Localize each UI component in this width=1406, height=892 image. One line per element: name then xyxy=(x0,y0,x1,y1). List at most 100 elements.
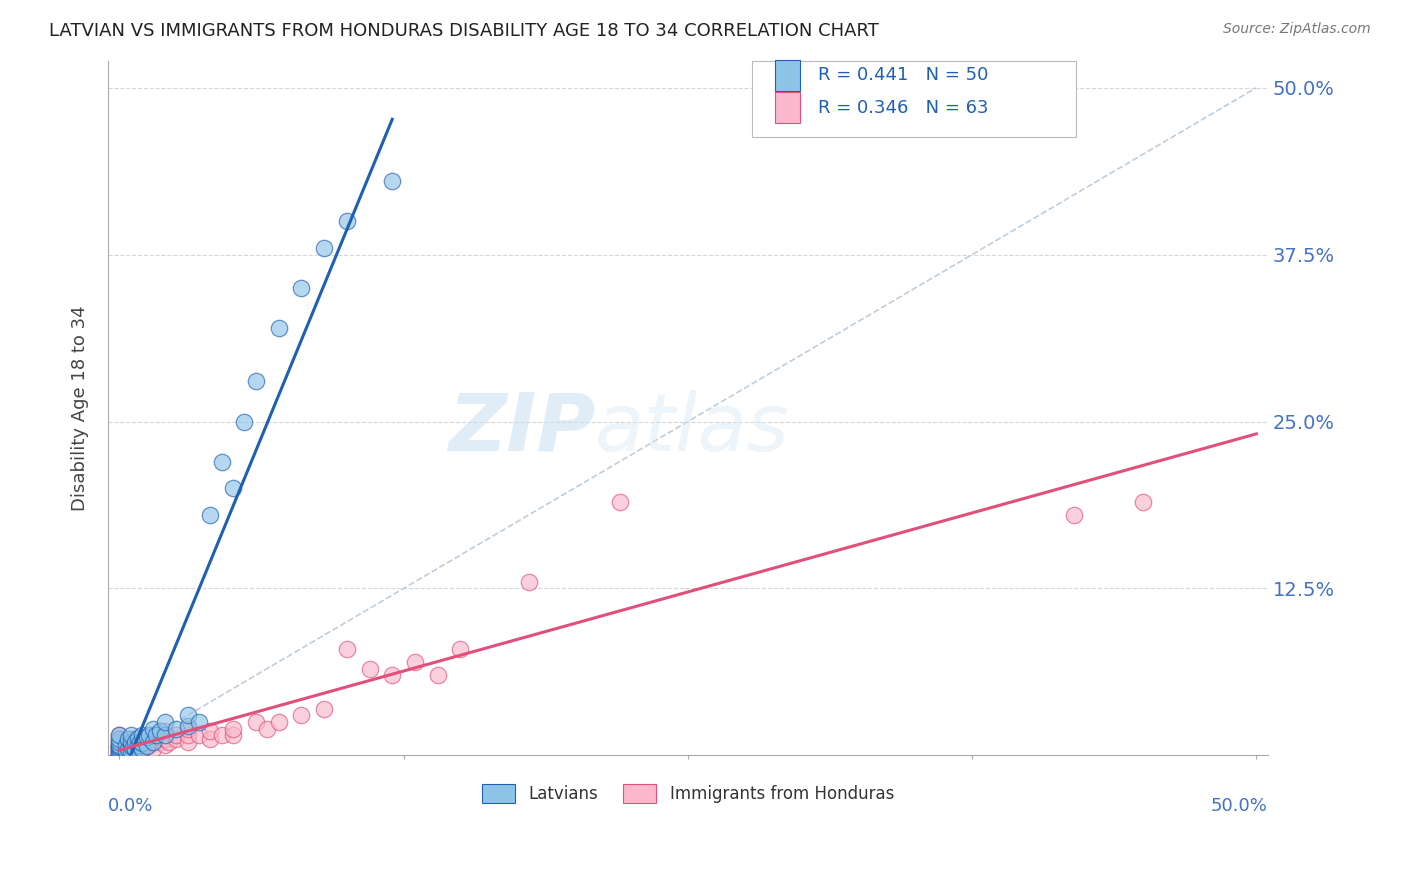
Point xyxy=(108,741,131,756)
Point xyxy=(108,728,131,742)
Point xyxy=(336,214,359,228)
Point xyxy=(381,174,404,188)
FancyBboxPatch shape xyxy=(775,92,800,123)
Point xyxy=(200,508,222,522)
Point xyxy=(141,735,163,749)
Point xyxy=(336,641,359,656)
Point xyxy=(222,728,245,742)
Point xyxy=(211,454,233,468)
Point xyxy=(149,735,172,749)
Point xyxy=(108,741,131,756)
Point xyxy=(127,735,149,749)
Point xyxy=(124,735,146,749)
Point xyxy=(131,738,153,752)
Point xyxy=(165,728,187,742)
Point xyxy=(120,735,142,749)
Text: 50.0%: 50.0% xyxy=(1211,797,1268,815)
Point xyxy=(108,732,131,747)
Point xyxy=(108,746,131,760)
Point xyxy=(131,736,153,750)
Text: R = 0.346   N = 63: R = 0.346 N = 63 xyxy=(818,99,988,117)
Point xyxy=(120,728,142,742)
Point xyxy=(122,740,145,755)
Point xyxy=(108,748,131,763)
Point xyxy=(450,641,472,656)
Point xyxy=(165,722,187,736)
Point xyxy=(135,739,157,753)
Point xyxy=(267,714,290,729)
Point xyxy=(108,728,131,742)
Point xyxy=(108,739,131,753)
Point xyxy=(131,744,153,758)
Point xyxy=(142,735,165,749)
Point xyxy=(188,714,211,729)
Point xyxy=(517,574,540,589)
Point xyxy=(115,738,138,752)
Point xyxy=(200,724,222,739)
Point xyxy=(108,740,131,755)
Point xyxy=(124,741,146,756)
Point xyxy=(142,741,165,756)
Point xyxy=(138,738,160,752)
Point xyxy=(108,735,131,749)
Point xyxy=(1132,494,1154,508)
Point xyxy=(290,281,312,295)
Point xyxy=(115,744,138,758)
Point xyxy=(131,730,153,744)
Point xyxy=(149,724,172,739)
Point xyxy=(108,738,131,752)
Point xyxy=(108,735,131,749)
Point xyxy=(122,740,145,755)
Point xyxy=(211,728,233,742)
Point xyxy=(135,730,157,744)
Point xyxy=(131,735,153,749)
Point xyxy=(1063,508,1085,522)
Point xyxy=(117,735,139,749)
Point xyxy=(142,722,165,736)
Point xyxy=(222,722,245,736)
Point xyxy=(131,740,153,755)
Point xyxy=(290,708,312,723)
FancyBboxPatch shape xyxy=(752,61,1077,137)
Point xyxy=(312,241,335,255)
Point xyxy=(142,728,165,742)
Point xyxy=(176,719,198,733)
FancyBboxPatch shape xyxy=(775,60,800,91)
Point xyxy=(115,744,138,758)
Point xyxy=(245,714,267,729)
Point xyxy=(108,748,131,763)
Point xyxy=(359,661,381,675)
Point xyxy=(381,668,404,682)
Legend: Latvians, Immigrants from Honduras: Latvians, Immigrants from Honduras xyxy=(475,777,901,810)
Point xyxy=(176,728,198,742)
Text: atlas: atlas xyxy=(595,390,790,468)
Point xyxy=(108,744,131,758)
Point xyxy=(131,741,153,756)
Point xyxy=(200,732,222,747)
Point xyxy=(233,415,256,429)
Point xyxy=(128,735,150,749)
Point xyxy=(245,375,267,389)
Point xyxy=(117,732,139,747)
Point xyxy=(108,732,131,747)
Point xyxy=(108,739,131,753)
Text: ZIP: ZIP xyxy=(447,390,595,468)
Point xyxy=(117,741,139,756)
Point xyxy=(153,732,176,747)
Point xyxy=(127,738,149,752)
Point xyxy=(176,735,198,749)
Point xyxy=(145,728,167,742)
Point xyxy=(188,728,211,742)
Point xyxy=(115,738,138,752)
Point xyxy=(131,728,153,742)
Point xyxy=(153,728,176,742)
Point xyxy=(165,732,187,747)
Point xyxy=(267,321,290,335)
Point xyxy=(108,746,131,760)
Text: Source: ZipAtlas.com: Source: ZipAtlas.com xyxy=(1223,22,1371,37)
Point xyxy=(222,481,245,495)
Point xyxy=(609,494,631,508)
Point xyxy=(256,722,278,736)
Point xyxy=(312,701,335,715)
Point xyxy=(127,743,149,757)
